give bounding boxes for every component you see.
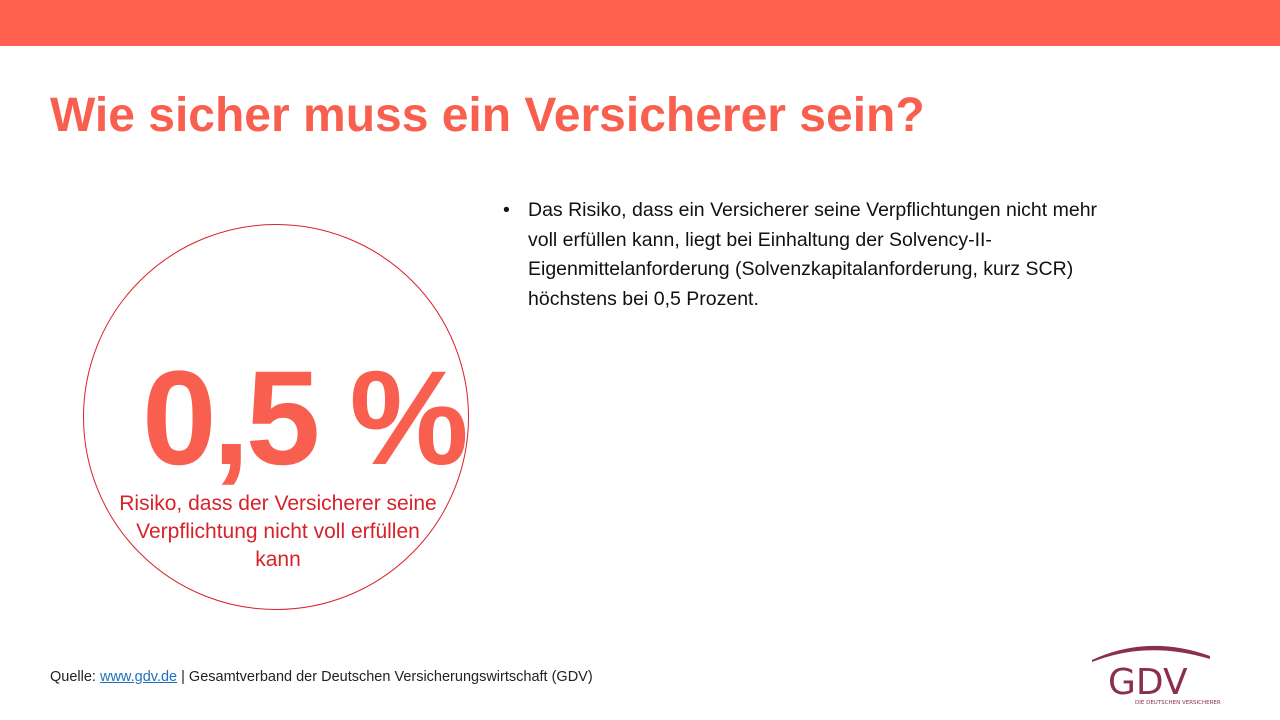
source-link[interactable]: www.gdv.de	[99, 669, 178, 685]
highlight-value: 0,5 %	[142, 344, 469, 493]
logo-arc-icon	[1092, 645, 1210, 662]
bullet-text: Das Risiko, dass ein Versicherer seine V…	[528, 199, 1098, 310]
bullet-list: • Das Risiko, dass ein Versicherer seine…	[503, 196, 1123, 314]
logo-tagline: DIE DEUTSCHEN VERSICHERER	[1135, 700, 1221, 706]
top-accent-bar	[0, 0, 1280, 46]
source-suffix: | Gesamtverband der Deutschen Versicheru…	[177, 669, 593, 685]
source-prefix: Quelle:	[50, 669, 100, 685]
footer-source: Quelle: www.gdv.de | Gesamtverband der D…	[50, 669, 593, 685]
bullet-item: • Das Risiko, dass ein Versicherer seine…	[503, 196, 1123, 314]
logo-text: GDV	[1108, 662, 1188, 703]
highlight-circle	[83, 224, 469, 610]
gdv-logo: GDV DIE DEUTSCHEN VERSICHERER	[1092, 645, 1221, 706]
page-title: Wie sicher muss ein Versicherer sein?	[50, 89, 925, 142]
bullet-icon: •	[503, 199, 510, 221]
highlight-caption: Risiko, dass der Versicherer seine Verpf…	[119, 492, 437, 571]
